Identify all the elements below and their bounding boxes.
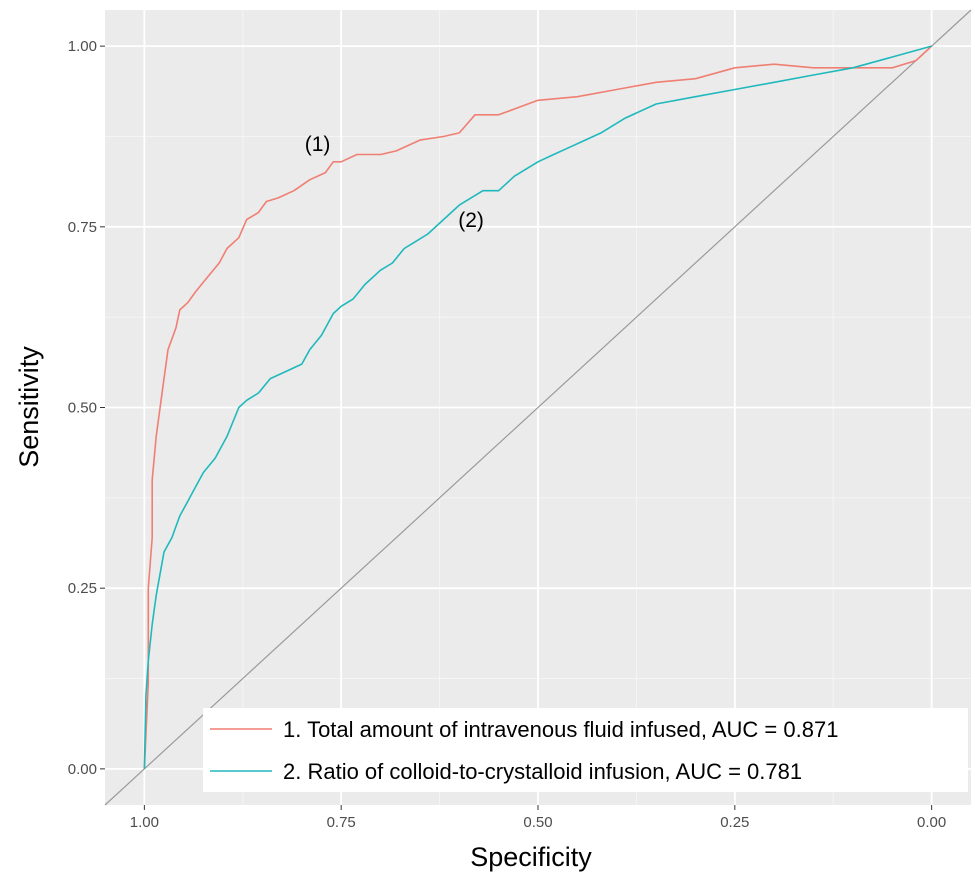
y-axis-ticks: 0.00 0.25 0.50 0.75 1.00 — [68, 38, 105, 778]
y-tick-label: 0.25 — [68, 580, 97, 597]
x-tick-label: 1.00 — [130, 814, 159, 831]
y-axis-title: Sensitivity — [14, 346, 44, 468]
annotation-2: (2) — [458, 209, 484, 232]
x-tick-label: 0.00 — [917, 814, 946, 831]
legend-label-series-1: 1. Total amount of intravenous fluid inf… — [283, 717, 838, 742]
legend: 1. Total amount of intravenous fluid inf… — [203, 708, 968, 792]
roc-curve-series-1 — [143, 45, 933, 769]
annotation-1: (1) — [305, 133, 331, 156]
series-layer — [143, 45, 933, 769]
x-tick-label: 0.25 — [720, 814, 749, 831]
x-tick-label: 0.50 — [523, 814, 552, 831]
x-tick-label: 0.75 — [327, 814, 356, 831]
y-tick-label: 0.50 — [68, 400, 97, 417]
y-tick-label: 0.75 — [68, 219, 97, 236]
y-tick-label: 1.00 — [68, 38, 97, 55]
y-tick-label: 0.00 — [68, 761, 97, 778]
legend-background — [203, 708, 968, 792]
roc-curve-series-2 — [143, 45, 932, 769]
x-axis-title: Specificity — [470, 842, 592, 872]
legend-label-series-2: 2. Ratio of colloid-to-crystalloid infus… — [283, 759, 802, 784]
reference-diagonal — [104, 9, 972, 806]
x-axis-ticks: 1.00 0.75 0.50 0.25 0.00 — [130, 805, 946, 831]
